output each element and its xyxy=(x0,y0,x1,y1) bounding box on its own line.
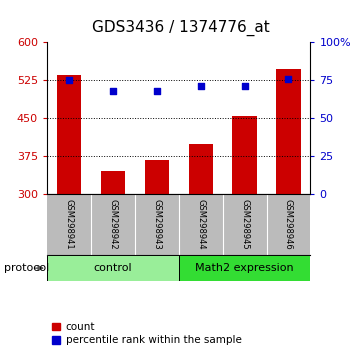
Bar xyxy=(101,171,125,194)
Text: GSM298941: GSM298941 xyxy=(64,199,73,250)
Bar xyxy=(57,75,81,194)
Text: GSM298946: GSM298946 xyxy=(284,199,293,250)
Text: GDS3436 / 1374776_at: GDS3436 / 1374776_at xyxy=(92,19,269,36)
Text: GSM298945: GSM298945 xyxy=(240,199,249,250)
Text: control: control xyxy=(93,263,132,273)
Point xyxy=(242,84,248,89)
Bar xyxy=(145,160,169,194)
Point xyxy=(198,84,204,89)
Text: protocol: protocol xyxy=(4,263,49,273)
Bar xyxy=(47,255,179,281)
Bar xyxy=(277,69,301,194)
Point xyxy=(154,88,160,94)
Text: GSM298942: GSM298942 xyxy=(108,199,117,250)
Text: GSM298944: GSM298944 xyxy=(196,199,205,250)
Text: Math2 expression: Math2 expression xyxy=(195,263,294,273)
Bar xyxy=(232,116,257,194)
Bar xyxy=(179,255,310,281)
Legend: count, percentile rank within the sample: count, percentile rank within the sample xyxy=(52,322,242,345)
Bar xyxy=(188,144,213,194)
Point xyxy=(286,76,291,82)
Point xyxy=(66,78,72,83)
Point xyxy=(110,88,116,94)
Text: GSM298943: GSM298943 xyxy=(152,199,161,250)
